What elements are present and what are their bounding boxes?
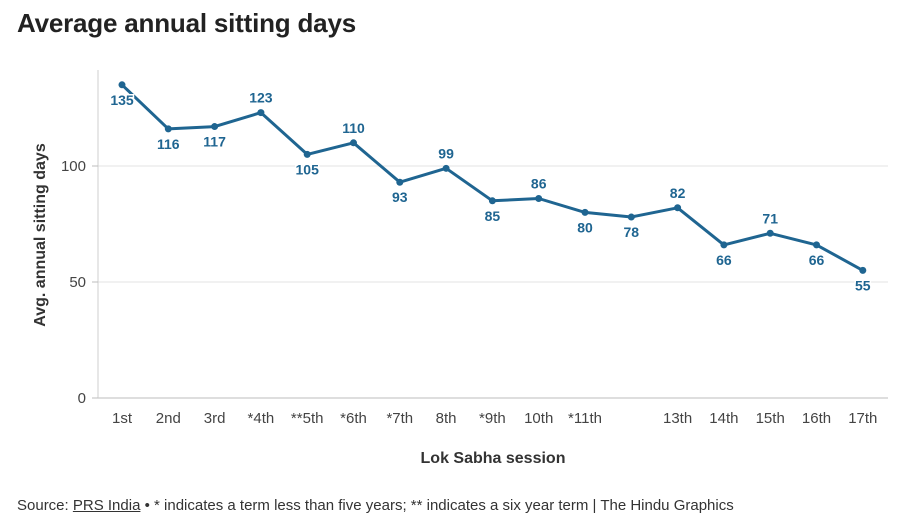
source-footer: Source: PRS India • * indicates a term l… [17,497,734,514]
data-label: 55 [855,277,871,293]
data-point [488,197,496,205]
data-label: 71 [762,210,778,226]
data-label: 86 [531,175,547,191]
y-axis-label: Avg. annual sitting days [32,143,49,327]
data-point [766,229,774,237]
source-link[interactable]: PRS India [72,497,141,514]
data-point [720,241,728,249]
data-point [118,81,126,89]
x-tick-label: *6th [340,410,367,427]
data-label: 80 [577,219,593,235]
y-tick-label: 100 [61,158,86,175]
data-point [813,241,820,249]
data-point [164,125,172,133]
x-axis-label: Lok Sabha session [421,450,566,467]
data-point [396,178,404,186]
x-tick-label: 16th [802,410,831,427]
x-tick-label: 17th [848,410,877,427]
data-point [303,150,311,158]
data-label: 66 [809,252,825,268]
line-chart: 0 50 100 1st 2nd 3rd *4th **5th *6th *7th 8th *9th… [32,70,888,467]
data-point [350,139,357,147]
data-point [581,208,589,216]
series-line [120,83,864,272]
data-label: 85 [485,208,501,224]
x-tick-label: 3rd [204,410,226,427]
gridlines [98,165,888,399]
x-tick-label: **5th [291,410,324,427]
x-tick-label: 13th [663,410,692,427]
x-tick-label: 1st [112,410,133,427]
data-label: 66 [716,252,732,268]
data-label: 99 [438,145,454,161]
x-tick-label: 14th [709,410,738,427]
data-point [442,164,450,172]
y-tick-label: 50 [69,274,86,291]
x-axis: 1st 2nd 3rd *4th **5th *6th *7th 8th *9th 10th *11… [112,410,877,427]
x-tick-label: *4th [248,410,275,427]
chart-title: Average annual sitting days [17,8,356,38]
data-label: 82 [670,185,686,201]
y-axis: 0 50 100 [61,70,99,407]
data-point [211,123,219,131]
data-label: 93 [392,189,408,205]
source-label: Source: [17,497,69,514]
x-tick-label: *11th [568,410,602,427]
data-label: 135 [110,92,134,108]
x-tick-label: *9th [479,410,506,427]
data-point [674,204,682,212]
x-tick-label: 8th [436,410,457,427]
data-label: 110 [342,120,365,136]
data-label: 123 [249,90,273,106]
data-point [257,109,265,117]
data-point [859,266,867,274]
data-point [627,213,635,221]
x-tick-label: *7th [386,410,413,427]
data-label: 105 [296,161,320,177]
data-label: 116 [157,136,180,152]
data-label: 78 [624,224,640,240]
x-tick-label: 2nd [156,410,181,427]
y-tick-label: 0 [78,390,86,407]
x-tick-label: 10th [524,410,553,427]
source-note: • * indicates a term less than five year… [144,497,734,514]
data-point [535,194,543,202]
data-label: 117 [203,134,226,150]
x-tick-label: 15th [756,410,785,427]
series-layer: 135 116 117 123 105 110 93 99 85 86 80 78 82 66 71 66 55 [109,81,872,295]
